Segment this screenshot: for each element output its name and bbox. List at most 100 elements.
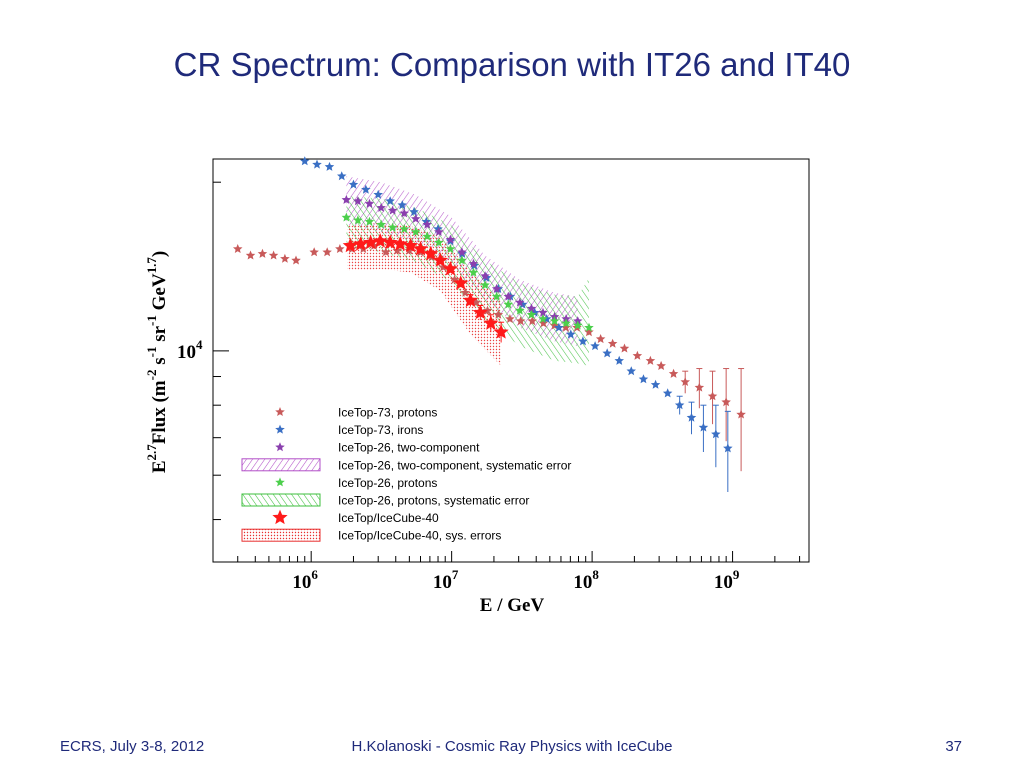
data-point — [468, 258, 479, 268]
series-icetop-26-protons — [341, 212, 594, 332]
y-axis-label: E2.7Flux (m-2 s-1 sr-1 GeV1.7) — [144, 251, 170, 473]
x-tick-label: 106 — [292, 567, 318, 593]
data-point — [515, 305, 525, 315]
data-point — [387, 205, 398, 215]
legend-swatch — [241, 458, 321, 472]
data-point — [505, 314, 515, 323]
data-point — [491, 291, 502, 301]
legend: IceTop-73, protons IceTop-73, irons IceTop… — [241, 406, 571, 543]
legend-marker — [275, 442, 285, 452]
data-point — [668, 368, 679, 378]
slide-title: CR Spectrum: Comparison with IT26 and IT… — [173, 46, 851, 83]
data-point — [268, 250, 279, 260]
data-point — [434, 237, 444, 247]
data-point — [445, 234, 456, 244]
data-point — [566, 329, 576, 339]
data-point — [364, 216, 375, 226]
data-point — [361, 184, 371, 194]
legend-entry-icetop-73-irons: IceTop-73, irons — [275, 423, 423, 437]
data-point — [382, 234, 398, 250]
data-point — [462, 292, 478, 307]
data-point — [607, 338, 618, 348]
data-point — [453, 275, 469, 290]
data-point — [445, 244, 456, 253]
data-point — [421, 216, 432, 226]
data-point — [432, 252, 448, 267]
data-point — [527, 316, 537, 326]
legend-label: IceTop-26, two-component, systematic err… — [338, 458, 571, 472]
data-point — [245, 250, 256, 260]
data-point — [517, 299, 528, 309]
data-point — [363, 234, 379, 250]
data-point — [493, 324, 509, 339]
data-point — [638, 374, 649, 384]
data-point — [674, 400, 685, 410]
data-point — [422, 231, 432, 241]
data-point — [680, 377, 690, 386]
data-point — [686, 412, 697, 422]
data-point — [411, 213, 421, 223]
data-point — [554, 322, 564, 332]
data-point — [723, 443, 733, 453]
data-point — [399, 224, 409, 234]
data-point — [590, 341, 600, 351]
legend-marker — [275, 424, 285, 434]
data-point — [561, 322, 571, 332]
data-point — [364, 198, 375, 208]
data-point — [561, 318, 571, 328]
data-point — [434, 227, 444, 236]
data-point — [403, 237, 419, 253]
data-point — [472, 304, 488, 320]
data-point — [602, 348, 612, 358]
data-point — [694, 382, 705, 392]
data-point — [541, 314, 552, 323]
data-point — [503, 299, 513, 309]
legend-entry-icetop-73-protons: IceTop-73, protons — [275, 406, 437, 420]
legend-entry-icetop-icecube-40: IceTop/IceCube-40 — [272, 509, 439, 525]
data-point — [483, 315, 499, 330]
data-points — [233, 156, 746, 492]
series-icetop-icecube-40 — [342, 233, 509, 343]
data-point — [342, 237, 358, 253]
data-point — [397, 200, 407, 210]
x-tick-label: 108 — [573, 567, 599, 593]
data-point — [515, 297, 525, 307]
data-point — [335, 244, 345, 253]
legend-label: IceTop-26, protons — [338, 476, 437, 490]
series-icetop-26-two-component — [341, 194, 583, 326]
data-point — [291, 255, 301, 265]
data-point — [573, 320, 583, 330]
data-point — [337, 171, 347, 181]
data-point — [348, 179, 359, 189]
data-point — [480, 280, 490, 290]
footer-page-number: 37 — [945, 738, 962, 755]
data-point — [515, 316, 526, 326]
data-point — [411, 227, 421, 236]
legend-label: IceTop/IceCube-40 — [338, 511, 439, 525]
data-point — [372, 233, 388, 248]
data-point — [538, 314, 548, 323]
legend-entry-icetop-26-two-component-systematic-error: IceTop-26, two-component, systematic err… — [241, 458, 571, 472]
data-point — [595, 334, 606, 344]
data-point — [422, 219, 432, 229]
data-point — [538, 307, 548, 317]
footer-conference: ECRS, July 3-8, 2012 — [60, 738, 205, 755]
footer-author: H.Kolanoski - Cosmic Ray Physics with Ic… — [351, 738, 673, 755]
x-axis-label: E / GeV — [480, 595, 545, 616]
data-point — [423, 245, 439, 261]
data-point — [373, 189, 383, 199]
axes: 106 107 108 109 104 — [177, 181, 801, 593]
data-point — [538, 318, 549, 328]
data-point — [584, 322, 594, 332]
data-point — [457, 247, 467, 257]
legend-entry-icetop-26-protons-systematic-error: IceTop-26, protons, systematic error — [241, 493, 529, 508]
legend-entry-icetop-26-two-component: IceTop-26, two-component — [275, 441, 480, 455]
legend-marker — [272, 509, 288, 525]
data-point — [480, 271, 490, 281]
legend-marker — [275, 407, 285, 416]
data-point — [376, 202, 386, 212]
data-point — [650, 379, 661, 389]
data-point — [578, 336, 588, 346]
data-point — [280, 253, 290, 263]
